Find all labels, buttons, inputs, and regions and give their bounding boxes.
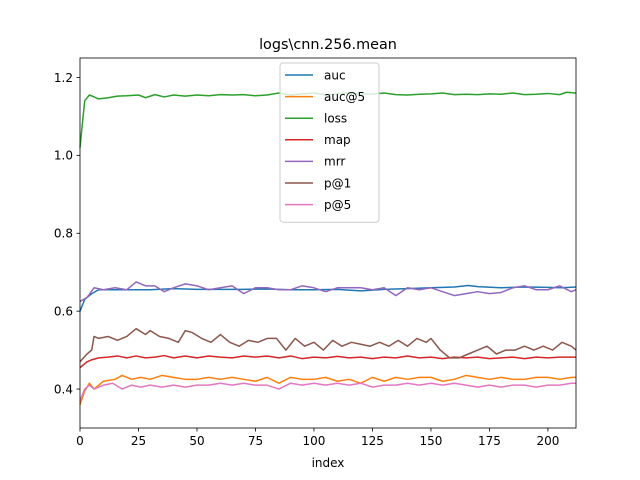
- y-tick-label: 0.8: [54, 227, 73, 241]
- x-tick-label: 150: [419, 434, 442, 448]
- x-tick-label: 125: [361, 434, 384, 448]
- series-line-map: [79, 354, 576, 369]
- series-line-auc: [79, 284, 577, 312]
- series-line-p-1: [79, 327, 577, 363]
- x-tick-label: 0: [76, 434, 84, 448]
- series-line-mrr: [79, 281, 577, 303]
- legend: auc auc@5 loss map mrr p@1 p@5: [279, 62, 380, 223]
- legend-label: p@1: [324, 176, 351, 190]
- x-tick-label: 50: [189, 434, 204, 448]
- legend-label: map: [324, 133, 351, 147]
- x-axis-label: index: [312, 456, 345, 470]
- legend-label: auc: [324, 68, 346, 82]
- legend-label: mrr: [324, 155, 345, 169]
- y-tick-label: 1.0: [54, 149, 73, 163]
- legend-label: p@5: [324, 198, 351, 212]
- series-line-auc-5: [79, 374, 576, 405]
- y-tick-label: 1.2: [54, 71, 73, 85]
- x-tick-label: 175: [478, 434, 501, 448]
- y-tick-label: 0.6: [54, 304, 73, 318]
- legend-label: loss: [324, 112, 347, 126]
- chart-title: logs\cnn.256.mean: [259, 37, 397, 53]
- axes-frame: [79, 57, 577, 429]
- y-ticks: 0.4 0.6 0.8 1.0 1.2: [54, 71, 80, 396]
- x-tick-label: 75: [248, 434, 263, 448]
- x-tick-label: 200: [536, 434, 559, 448]
- x-tick-label: 25: [131, 434, 146, 448]
- x-tick-label: 100: [303, 434, 326, 448]
- x-ticks: 0 25 50 75 100 125 150 175 200: [76, 428, 559, 448]
- series-line-p-5: [79, 382, 576, 402]
- y-tick-label: 0.4: [54, 382, 73, 396]
- legend-label: auc@5: [324, 90, 365, 104]
